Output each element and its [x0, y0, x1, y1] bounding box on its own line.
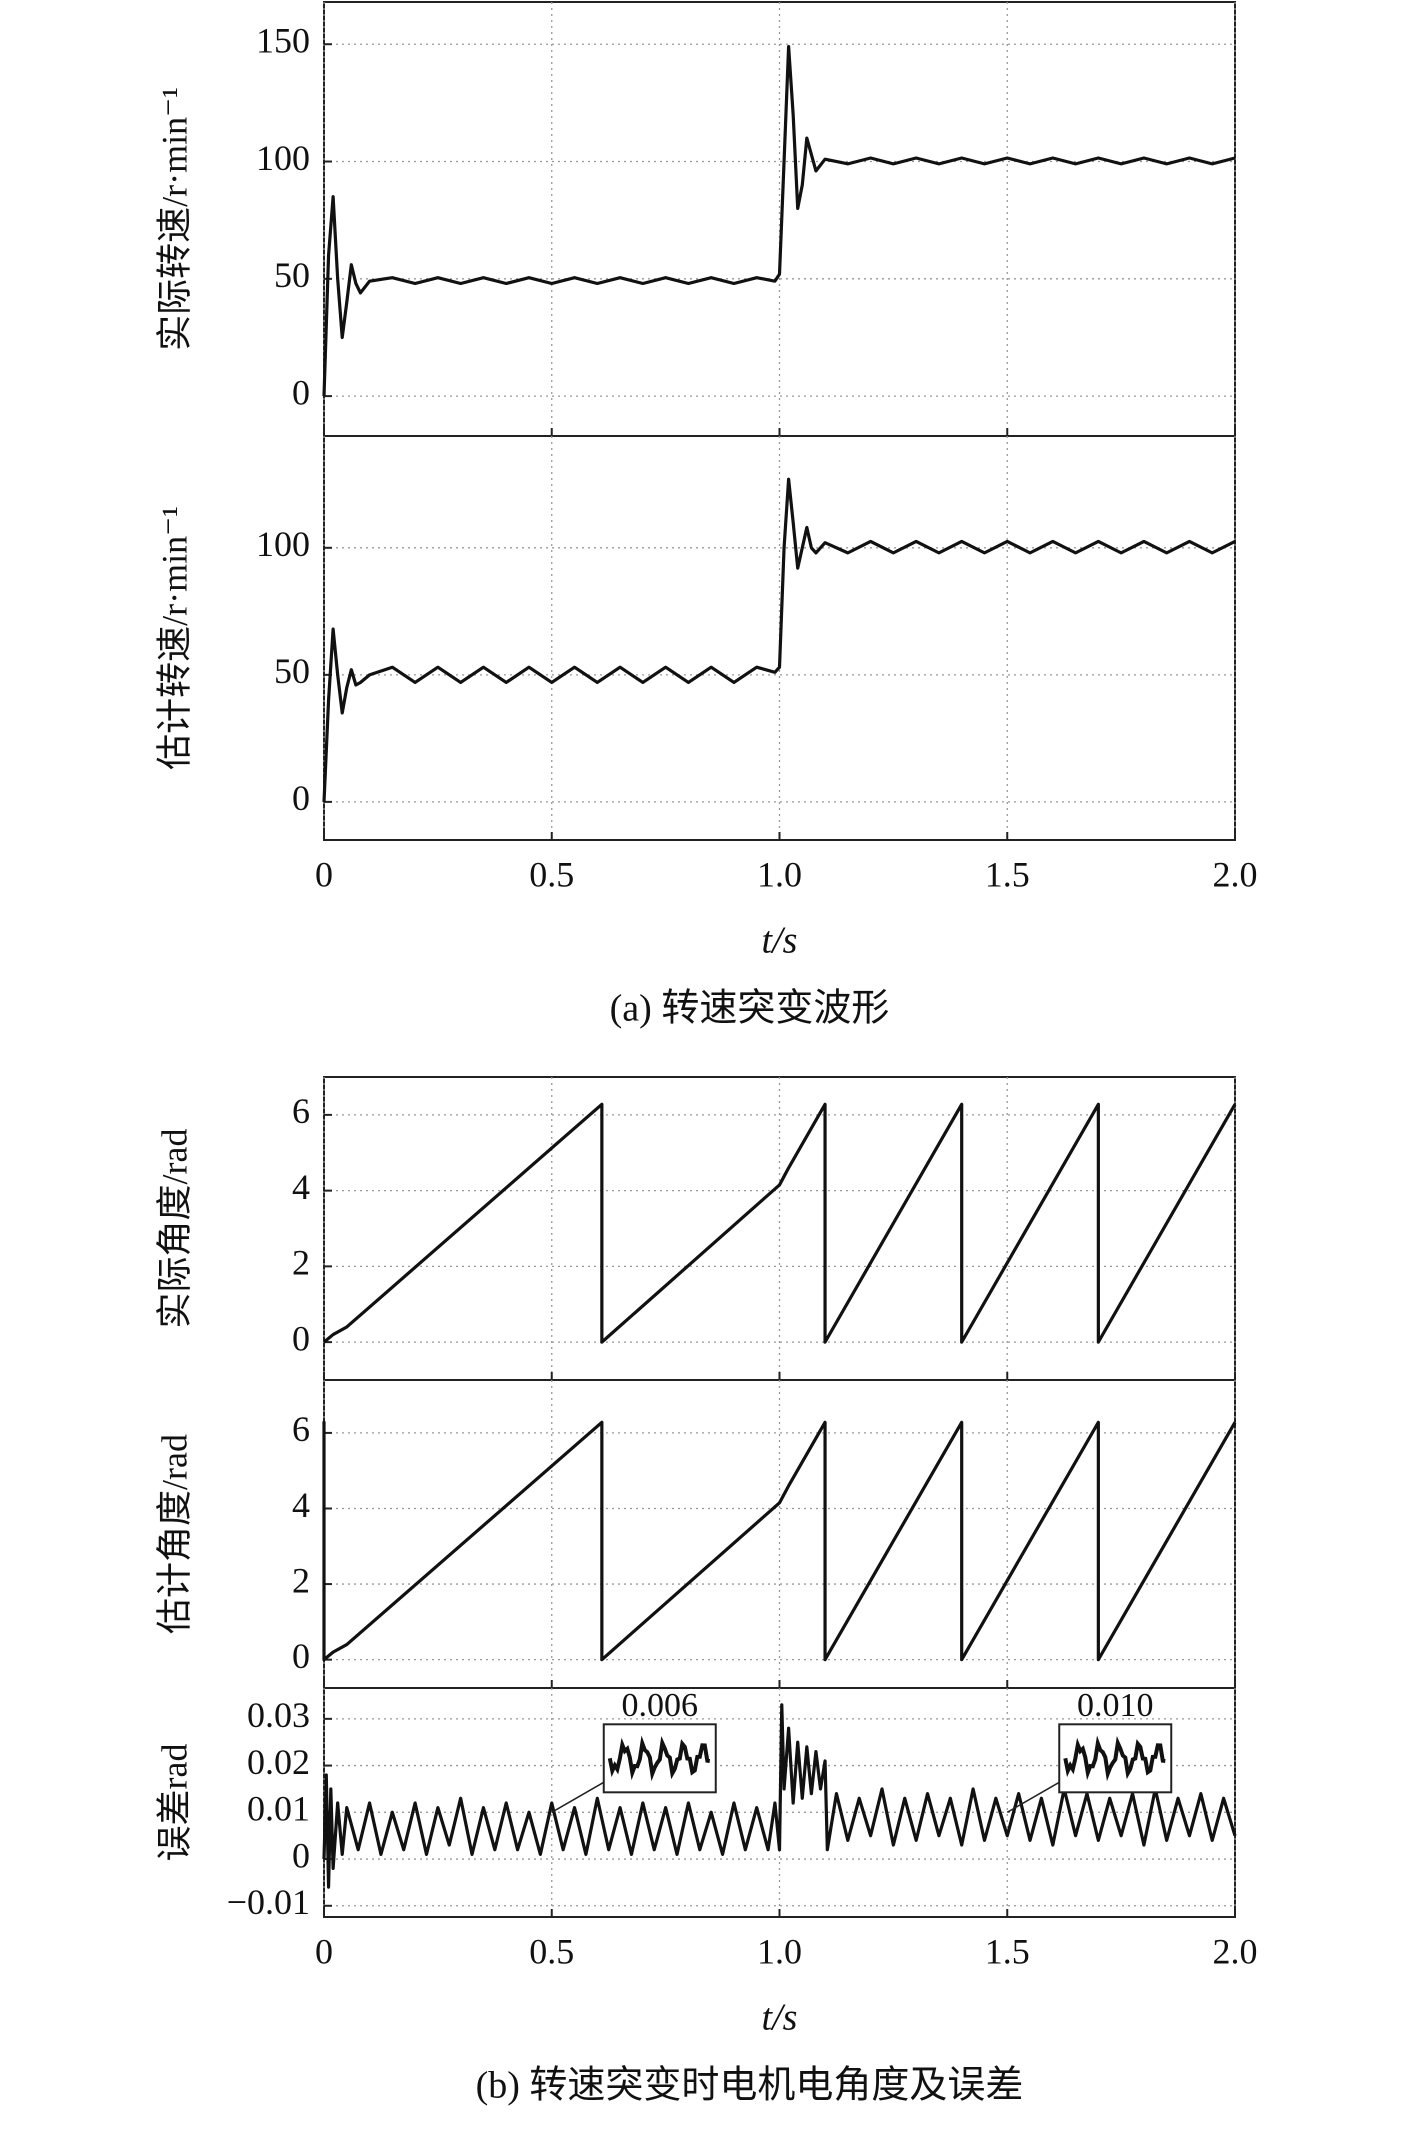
y-tick-label: 6 [292, 1409, 310, 1449]
y-axis-label: 估计角度/rad [154, 1434, 194, 1634]
y-tick-label: 2 [292, 1243, 310, 1283]
x-axis-label: t/s [762, 1997, 798, 2039]
y-tick-label: 0 [292, 778, 310, 818]
y-tick-label: 0 [292, 1636, 310, 1676]
figure-caption: (b) 转速突变时电机电角度及误差 [476, 2065, 1024, 2107]
y-tick-label: 2 [292, 1560, 310, 1600]
y-axis-label: 估计转速/r·min⁻¹ [154, 506, 194, 770]
inset-wave [607, 1735, 711, 1782]
y-axis-label: 实际角度/rad [154, 1129, 194, 1329]
data-line [322, 44, 1236, 397]
data-line [322, 1102, 1237, 1344]
y-tick-label: 50 [274, 651, 310, 691]
x-tick-label: 1.5 [985, 854, 1030, 894]
x-tick-label: 2.0 [1213, 854, 1258, 894]
y-tick-label: 0 [292, 1835, 310, 1875]
y-tick-label: 150 [256, 20, 310, 60]
x-tick-label: 1.5 [985, 1931, 1030, 1971]
y-tick-label: 50 [274, 255, 310, 295]
annotation-text: 0.006 [622, 1687, 699, 1724]
y-tick-label: 0 [292, 1318, 310, 1358]
y-tick-label: 4 [292, 1167, 310, 1207]
figure-caption: (a) 转速突变波形 [610, 988, 890, 1030]
x-tick-label: 2.0 [1213, 1931, 1258, 1971]
data-line [322, 1420, 1237, 1662]
y-tick-label: 0.03 [247, 1695, 310, 1735]
y-tick-label: −0.01 [227, 1882, 310, 1922]
y-axis-label: 实际转速/r·min⁻¹ [154, 87, 194, 351]
y-tick-label: 0 [292, 372, 310, 412]
x-tick-label: 0.5 [529, 1931, 574, 1971]
x-axis-label: t/s [762, 920, 798, 962]
data-line [322, 477, 1236, 802]
data-line [322, 1703, 1237, 1889]
y-axis-label: 误差rad [154, 1744, 194, 1862]
annotation-leader [1006, 1781, 1060, 1813]
y-tick-label: 0.01 [247, 1789, 310, 1829]
y-tick-label: 0.02 [247, 1742, 310, 1782]
y-tick-label: 100 [256, 524, 310, 564]
x-tick-label: 1.0 [757, 854, 802, 894]
inset-wave [1063, 1735, 1166, 1782]
y-tick-label: 6 [292, 1091, 310, 1131]
x-tick-label: 0 [315, 1931, 333, 1971]
annotation-leader [551, 1781, 605, 1813]
y-tick-label: 100 [256, 138, 310, 178]
y-tick-label: 4 [292, 1485, 310, 1525]
x-tick-label: 0 [315, 854, 333, 894]
x-tick-label: 1.0 [757, 1931, 802, 1971]
x-tick-label: 0.5 [529, 854, 574, 894]
annotation-text: 0.010 [1077, 1687, 1154, 1724]
